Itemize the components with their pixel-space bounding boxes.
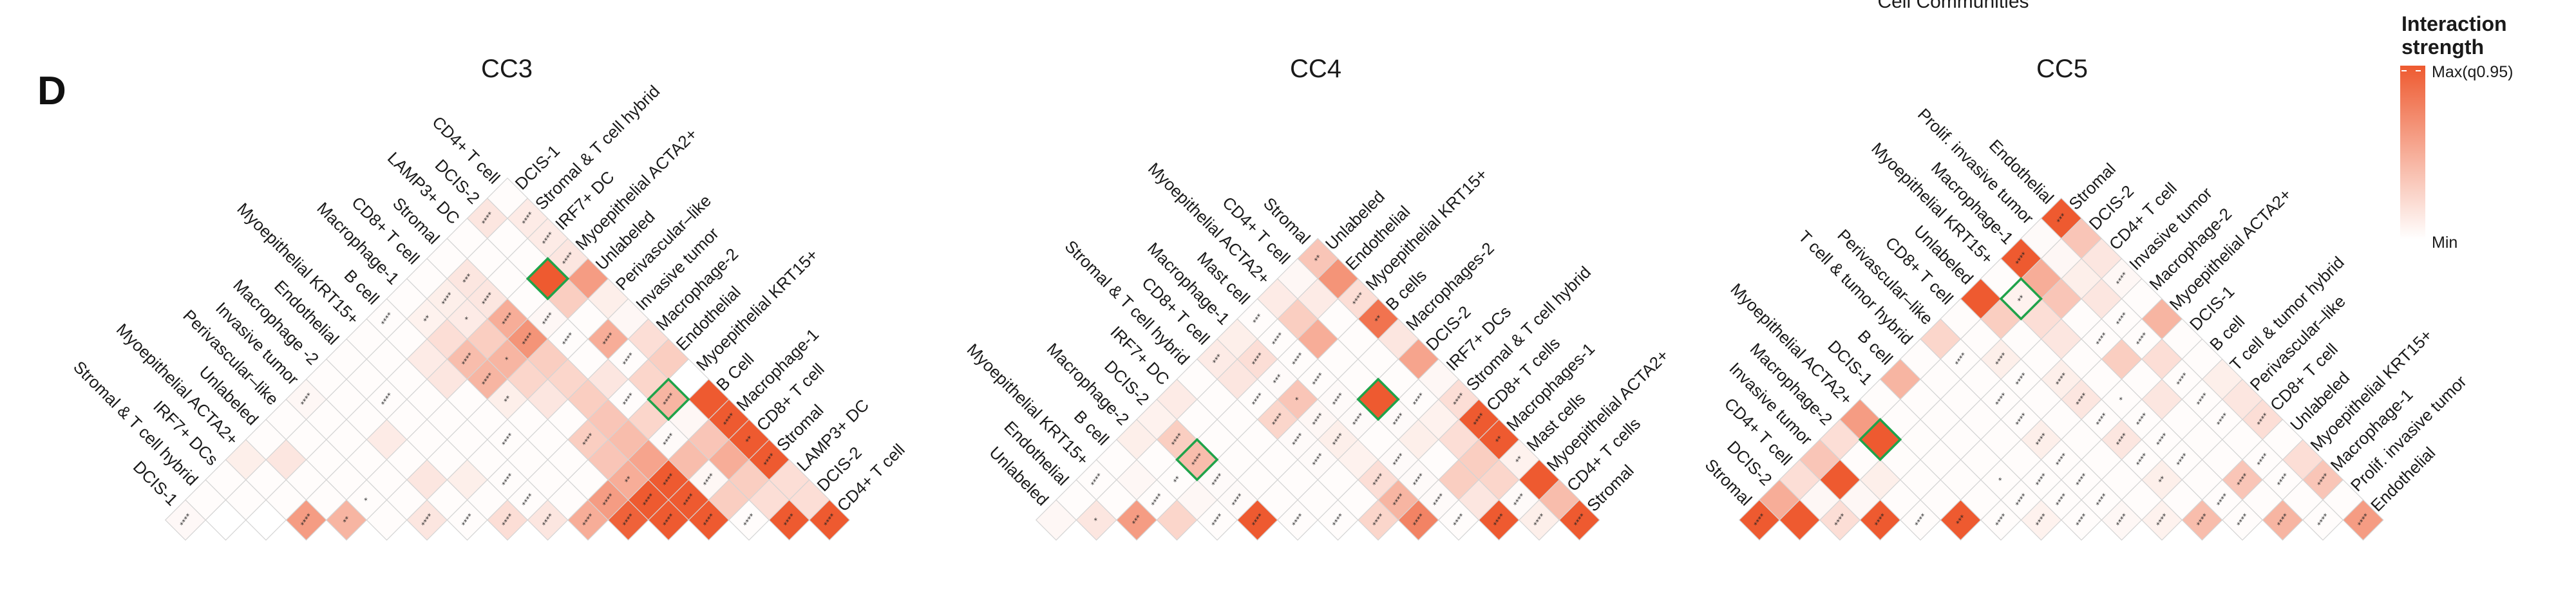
legend-colorbar (2400, 66, 2425, 239)
heatmap-cell (486, 177, 529, 219)
heatmap-cc4: CC4* *** **** **** **** **** **** **** **** **** *… (963, 55, 1672, 541)
heatmap-cell (2040, 198, 2082, 239)
legend-title-line2: strength (2401, 35, 2484, 59)
highlighted-cell-outline (1858, 418, 1902, 461)
heatmap-cc5: CC5**** **** **** **** *** **** **** **** **** **… (1701, 55, 2470, 541)
legend-min-label: Min (2432, 234, 2458, 252)
panel-letter: D (37, 69, 66, 113)
panel-title: CC4 (1290, 55, 1341, 83)
panel-title: CC5 (2036, 55, 2088, 83)
heatmap-panels: CC3**** **** ** **** **** **** **** **** **** ***… (70, 55, 2470, 541)
highlighted-cell-outline (526, 257, 570, 301)
super-title: Cell Communities (1877, 0, 2029, 12)
panel-title: CC3 (481, 55, 533, 83)
legend-title-line1: Interaction (2401, 12, 2507, 35)
highlighted-cell-outline (647, 377, 690, 422)
legend-max-label: Max(q0.95) (2432, 63, 2513, 81)
highlighted-cell-outline (1175, 438, 1219, 481)
heatmap-cell (1297, 237, 1339, 279)
heatmap-cc3: CC3**** **** ** **** **** **** **** **** **** ***… (70, 55, 909, 541)
color-legend: Interaction strength Max(q0.95) Min (2400, 12, 2513, 252)
highlighted-cell-outline (1999, 277, 2043, 320)
highlighted-cell-outline (1356, 377, 1400, 422)
